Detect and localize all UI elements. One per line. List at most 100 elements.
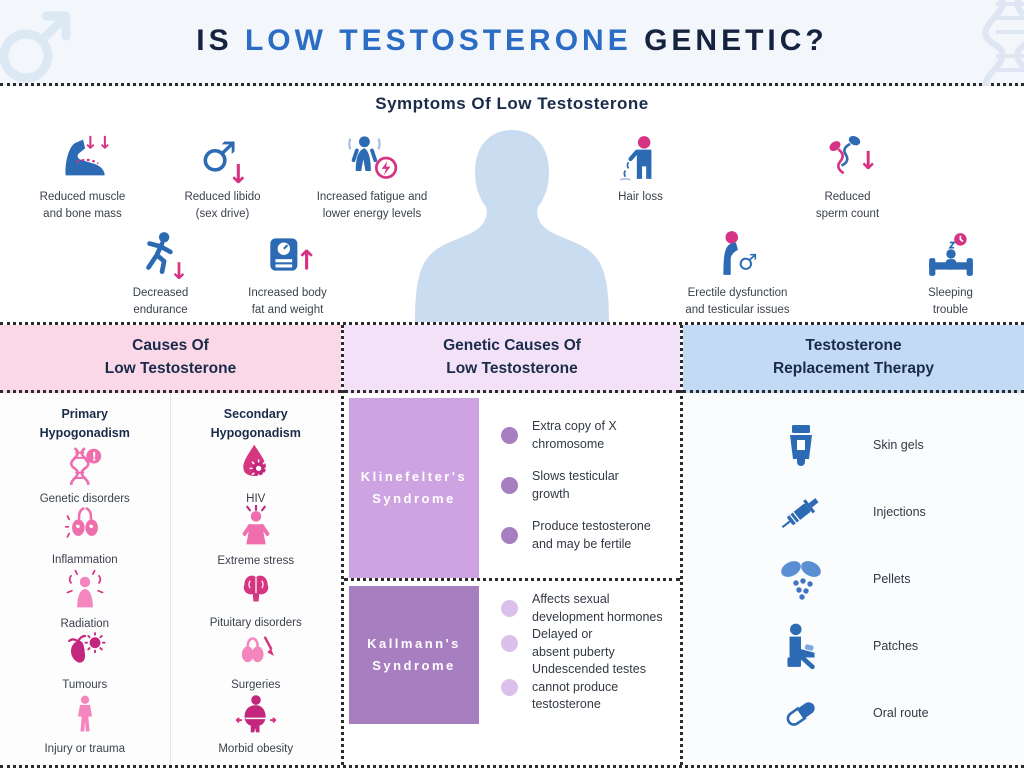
bullet-point: Undescended testes cannot produce testoste… [501, 661, 674, 714]
svg-text:♂: ♂ [738, 251, 758, 276]
causes-header: Causes Of Low Testosterone [0, 325, 341, 393]
pituitary-icon [235, 569, 277, 614]
therapy-header: Testosterone Replacement Therapy [683, 325, 1024, 393]
svg-text:↓: ↓ [857, 146, 873, 175]
causes-column: Causes Of Low Testosterone Primary Hypog… [0, 325, 341, 765]
secondary-hypogonadism-subcolumn: Secondary Hypogonadism [171, 393, 342, 765]
syringe-icon [741, 487, 861, 537]
cause-label: Tumours [62, 679, 108, 692]
symptom-item: ♂ ↓ Reduced libido (sex drive) [150, 130, 295, 222]
cause-label: Surgeries [231, 679, 281, 692]
capsule-icon [741, 689, 861, 737]
therapy-label: Skin gels [873, 438, 924, 452]
svg-text:↓↓: ↓↓ [83, 133, 109, 153]
symptom-label: Decreased endurance [132, 287, 189, 316]
title-highlight: LOW TESTOSTERONE [244, 24, 632, 57]
cause-label: Inflammation [51, 554, 118, 567]
svg-text:↓: ↓ [169, 259, 186, 280]
fatigue-icon [292, 130, 452, 184]
symptom-label: Increased body fat and weight [248, 287, 327, 316]
symptom-item: ♂ Erectile dysfunction and testicular iss… [645, 226, 830, 318]
kallmann-label: Kallmann's Syndrome [349, 586, 479, 724]
therapy-body: Skin gels [683, 393, 1024, 765]
surgery-icon [234, 631, 278, 676]
therapy-item: Oral route [683, 689, 1024, 737]
symptom-item: Increased fatigue and lower energy levels [292, 130, 452, 222]
genetic-causes-column: Genetic Causes Of Low Testosterone Kline… [341, 325, 683, 765]
bullet-dot-icon [501, 600, 518, 617]
radiation-icon [64, 568, 106, 615]
symptom-label: Reduced libido (sex drive) [184, 191, 261, 220]
dna-decoration-icon [978, 0, 1024, 105]
symptom-label: Hair loss [618, 191, 663, 203]
info-grid: Causes Of Low Testosterone Primary Hypog… [0, 322, 1024, 768]
svg-text:♂: ♂ [200, 133, 237, 181]
cause-item: Surgeries [231, 630, 280, 693]
cause-item: Pituitary disorders [210, 568, 302, 631]
svg-text:!: ! [91, 449, 96, 463]
page-title: IS LOW TESTOSTERONE GENETIC? [0, 24, 1024, 58]
cause-item: Injury or trauma [44, 693, 125, 756]
klinefelter-label: Klinefelter's Syndrome [349, 398, 479, 578]
bullet-dot-icon [501, 527, 518, 544]
cause-item: Radiation [60, 568, 109, 631]
bullet-dot-icon [501, 635, 518, 652]
secondary-hypogonadism-header: Secondary Hypogonadism [210, 407, 301, 440]
bed-icon [888, 226, 1013, 280]
therapy-item: Pellets [683, 555, 1024, 603]
man-silhouette [412, 126, 612, 327]
primary-hypogonadism-header: Primary Hypogonadism [39, 407, 130, 440]
bullet-point: Affects sexual development hormones [501, 591, 674, 626]
cause-item: Tumours [62, 630, 107, 693]
therapy-item: Patches [683, 621, 1024, 671]
therapy-label: Patches [873, 639, 919, 653]
genetic-causes-header: Genetic Causes Of Low Testosterone [344, 325, 680, 393]
male-down-icon: ♂ ↓ [150, 130, 295, 184]
cause-label: Radiation [60, 617, 110, 630]
obesity-icon [234, 693, 278, 740]
erectile-icon: ♂ [645, 226, 830, 280]
cause-item: Morbid obesity [218, 693, 293, 756]
cause-item: Extreme stress [217, 504, 295, 568]
gel-tube-icon [741, 421, 861, 469]
title-prefix: IS [196, 24, 233, 57]
title-suffix: GENETIC? [644, 24, 828, 57]
bullet-point: Slows testicular growth [501, 468, 674, 503]
sperm-icon: ↓ [785, 130, 910, 184]
symptoms-section: Symptoms Of Low Testosterone ↓↓ Reduced … [0, 86, 1024, 322]
cause-label: Injury or trauma [44, 742, 126, 755]
stress-icon [235, 504, 277, 552]
cause-label: Pituitary disorders [209, 616, 302, 629]
runner-icon: ↓ [98, 226, 223, 280]
therapy-label: Oral route [873, 706, 929, 720]
pellets-icon [741, 555, 861, 603]
cause-label: Genetic disorders [39, 492, 130, 505]
therapy-item: Injections [683, 487, 1024, 537]
cause-label: Morbid obesity [218, 742, 294, 755]
therapy-label: Injections [873, 505, 926, 519]
svg-text:↑: ↑ [295, 246, 313, 277]
symptom-label: Reduced muscle and bone mass [39, 191, 126, 220]
header: IS LOW TESTOSTERONE GENETIC? [0, 0, 1024, 99]
male-symbol-decoration-icon [0, 0, 92, 99]
causes-body: Primary Hypogonadism ! [0, 393, 341, 765]
cause-label: Extreme stress [217, 555, 295, 568]
inflammation-icon [64, 506, 106, 551]
symptom-label: Increased fatigue and lower energy levels [316, 191, 428, 220]
therapy-column: Testosterone Replacement Therapy Skin ge… [683, 325, 1024, 765]
kallmann-points: Affects sexual development hormones Delay… [479, 581, 680, 724]
scale-icon: ↑ [215, 226, 360, 280]
muscle-icon: ↓↓ [10, 130, 155, 184]
symptom-item: Sleeping trouble [888, 226, 1013, 318]
primary-hypogonadism-subcolumn: Primary Hypogonadism ! [0, 393, 171, 765]
bullet-dot-icon [501, 427, 518, 444]
injury-icon [65, 693, 105, 740]
